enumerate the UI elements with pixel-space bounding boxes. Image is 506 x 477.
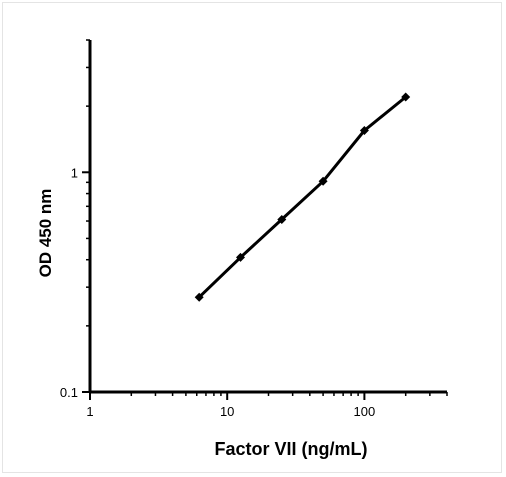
- data-point-marker: [194, 292, 204, 302]
- tick-labels: 1 10 100 1 0.1: [60, 165, 375, 419]
- x-axis-title: Factor VII (ng/mL): [215, 439, 368, 459]
- chart-frame: [2, 2, 502, 473]
- data-point-marker: [401, 92, 411, 102]
- fit-curve: [197, 95, 408, 299]
- y-tick-label: 0.1: [60, 385, 78, 400]
- data-point-marker: [359, 125, 369, 135]
- data-point-marker: [235, 252, 245, 262]
- minor-ticks: [86, 39, 448, 396]
- x-tick-label: 10: [220, 404, 234, 419]
- data-points: [194, 92, 411, 302]
- y-axis-title: OD 450 nm: [36, 189, 55, 278]
- major-ticks: [82, 171, 366, 400]
- x-tick-label: 1: [86, 404, 93, 419]
- data-point-marker: [277, 214, 287, 224]
- x-tick-label: 100: [354, 404, 376, 419]
- y-tick-label: 1: [71, 165, 78, 180]
- data-point-marker: [318, 176, 328, 186]
